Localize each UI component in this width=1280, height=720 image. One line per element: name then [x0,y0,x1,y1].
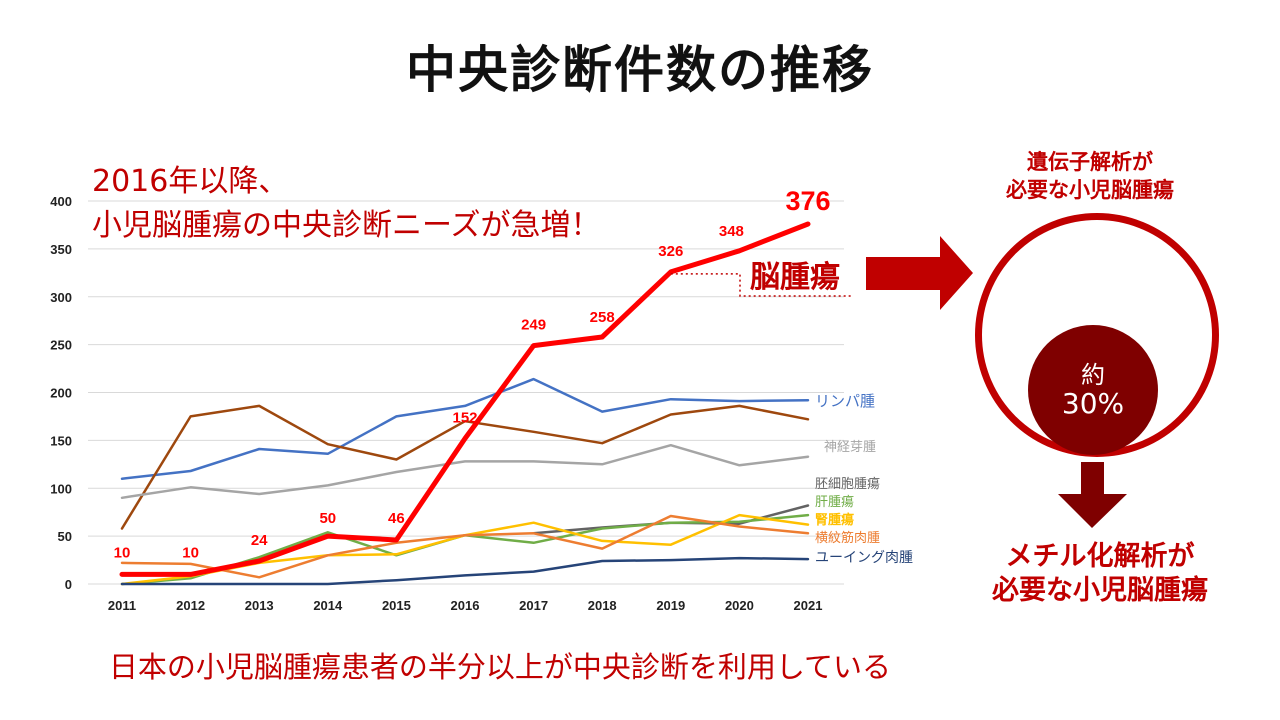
data-label: 152 [452,409,477,426]
data-label: 249 [521,317,546,334]
chart-series [119,221,811,586]
data-label: 258 [590,309,615,326]
x-axis-ticks: 2011 2012 2013 2014 2015 2016 2017 2018 2019 2020… [108,598,823,613]
inner-circle-percent: 30% [1061,387,1125,420]
data-label: 10 [182,544,199,561]
series-label-rhabdomyosarcoma: 横紋筋肉腫 [815,530,880,546]
x-tick-label: 2013 [245,598,274,613]
down-arrow-icon [1058,462,1127,528]
series-label-germ-cell-tumor: 胚細胞腫瘍 [815,476,880,492]
y-tick-label: 350 [50,242,72,257]
data-labels: 10 10 24 50 46 152 249 258 326 348 376 [114,186,831,561]
x-tick-label: 2011 [108,598,136,613]
y-tick-label: 150 [50,433,72,448]
series-line-hepatic-tumor [120,513,810,586]
data-label: 326 [658,243,683,260]
series-line-neuroblastoma [120,443,810,500]
genetic-analysis-label: 遺伝子解析が 必要な小児脳腫瘍 [960,148,1220,204]
y-axis-ticks: 0 50 100 150 200 250 300 350 400 [50,194,72,592]
genetic-analysis-label-line-1: 遺伝子解析が [1027,150,1153,174]
x-tick-label: 2019 [656,598,685,613]
headline-line-2: 小児脳腫瘍の中央診断ニーズが急増！ [92,208,601,243]
x-tick-label: 2018 [588,598,617,613]
x-tick-label: 2014 [313,598,343,613]
data-label: 376 [785,186,830,216]
right-arrow-icon [866,236,973,310]
inner-circle-line-1: 約 [1081,361,1105,389]
page-title: 中央診断件数の推移 [406,41,874,99]
y-tick-label: 0 [65,577,72,592]
y-tick-label: 200 [50,386,72,401]
y-tick-label: 300 [50,290,72,305]
series-line-rhabdomyosarcoma [120,514,810,579]
y-tick-label: 250 [50,338,72,353]
data-label: 46 [388,510,405,527]
x-tick-label: 2015 [382,598,411,613]
brain-tumor-label: 脳腫瘍 [750,260,840,295]
x-tick-label: 2021 [794,598,823,613]
genetic-analysis-label-line-2: 必要な小児脳腫瘍 [1006,178,1174,202]
series-line-renal-tumor [120,513,810,586]
x-tick-label: 2016 [451,598,480,613]
data-label: 24 [251,532,268,549]
y-tick-label: 50 [58,529,72,544]
methylation-analysis-label: メチル化解析が 必要な小児脳腫瘍 [950,540,1250,608]
data-label: 348 [719,223,744,240]
x-tick-label: 2020 [725,598,754,613]
bottom-caption: 日本の小児脳腫瘍患者の半分以上が中央診断を利用している [108,650,892,684]
series-line-brown [120,404,810,530]
chart-grid [88,200,844,585]
headline: 2016年以降、 小児脳腫瘍の中央診断ニーズが急増！ [92,160,601,248]
series-label-neuroblastoma: 神経芽腫 [824,439,876,455]
series-line-lymphoma [120,377,810,480]
data-label: 50 [319,510,336,527]
series-label-lymphoma: リンパ腫 [815,392,875,410]
headline-line-1: 2016年以降、 [92,164,289,199]
series-line-ewing-sarcoma [120,556,810,586]
y-tick-label: 400 [50,194,72,209]
brain-tumor-callout: 脳腫瘍 [670,260,852,297]
y-tick-label: 100 [50,481,72,496]
methylation-analysis-circle: 約 30% [1028,325,1158,455]
data-label: 10 [114,544,131,561]
series-label-hepatic-tumor: 肝腫瘍 [815,494,854,510]
x-tick-label: 2017 [519,598,548,613]
series-line-brain-tumor [119,221,811,577]
series-label-ewing-sarcoma: ユーイング肉腫 [815,550,913,566]
callout-connector [670,273,852,297]
x-tick-label: 2012 [176,598,205,613]
methylation-analysis-label-line-1: メチル化解析が [1005,541,1195,572]
series-label-renal-tumor: 腎腫瘍 [815,512,854,528]
methylation-analysis-label-line-2: 必要な小児脳腫瘍 [992,575,1208,606]
